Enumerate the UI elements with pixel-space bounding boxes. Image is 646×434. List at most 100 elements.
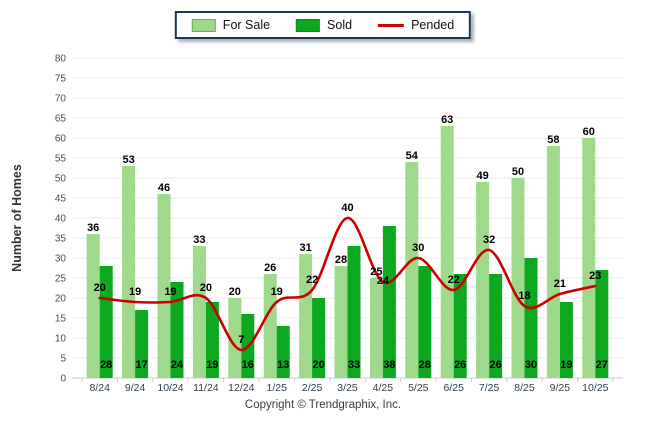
sold-value-label: 26 bbox=[454, 359, 466, 371]
legend-label-pended: Pended bbox=[411, 18, 455, 32]
x-axis-label: 8/25 bbox=[514, 382, 535, 394]
legend-label-for-sale: For Sale bbox=[222, 18, 271, 32]
bar-sold bbox=[312, 298, 326, 378]
bar-sold bbox=[595, 270, 609, 378]
pended-value-label: 21 bbox=[554, 278, 566, 290]
x-axis-label: 12/24 bbox=[228, 382, 254, 394]
for-sale-value-label: 31 bbox=[299, 242, 311, 254]
bar-sold bbox=[418, 266, 432, 378]
pended-line-icon bbox=[378, 23, 405, 27]
sold-value-label: 19 bbox=[560, 359, 572, 371]
pended-value-label: 20 bbox=[94, 282, 106, 294]
for-sale-value-label: 33 bbox=[193, 234, 205, 246]
bar-sold bbox=[135, 310, 149, 378]
sold-value-label: 28 bbox=[100, 359, 112, 371]
sold-value-label: 28 bbox=[419, 359, 431, 371]
for-sale-value-label: 28 bbox=[335, 254, 347, 266]
bar-for-sale bbox=[405, 162, 419, 378]
y-tick-label: 75 bbox=[55, 74, 67, 85]
pended-value-label: 19 bbox=[164, 286, 176, 298]
sold-value-label: 27 bbox=[596, 359, 608, 371]
bar-sold bbox=[382, 226, 396, 378]
for-sale-value-label: 49 bbox=[476, 170, 488, 182]
bar-for-sale bbox=[157, 194, 171, 378]
bar-for-sale bbox=[334, 266, 348, 378]
bar-for-sale bbox=[192, 246, 206, 378]
x-axis-label: 5/25 bbox=[408, 382, 429, 394]
legend-item-pended: Pended bbox=[378, 18, 454, 32]
y-tick-label: 50 bbox=[55, 174, 67, 185]
for-sale-value-label: 53 bbox=[122, 154, 134, 166]
y-tick-label: 5 bbox=[60, 354, 66, 365]
bar-for-sale bbox=[263, 274, 277, 378]
x-axis-label: 10/24 bbox=[157, 382, 183, 394]
bar-sold bbox=[524, 258, 538, 378]
pended-value-label: 40 bbox=[341, 202, 353, 214]
y-tick-label: 25 bbox=[55, 274, 67, 285]
chart-canvas: 0 5 10 15 20 25 30 35 40 45 50 55 60 65 70 75 80 8/24 9/24… bbox=[55, 54, 623, 394]
sold-value-label: 17 bbox=[135, 359, 147, 371]
y-tick-label: 10 bbox=[55, 334, 67, 345]
sold-value-label: 26 bbox=[489, 359, 501, 371]
legend-item-for-sale: For Sale bbox=[191, 18, 271, 32]
pended-value-label: 32 bbox=[483, 234, 495, 246]
x-axis-label: 11/24 bbox=[193, 382, 219, 394]
pended-value-label: 23 bbox=[589, 270, 601, 282]
for-sale-value-label: 20 bbox=[229, 286, 241, 298]
sold-value-label: 38 bbox=[383, 359, 395, 371]
pended-value-label: 19 bbox=[129, 286, 141, 298]
pended-value-label: 22 bbox=[448, 274, 460, 286]
bar-sold bbox=[205, 302, 219, 378]
sold-value-label: 13 bbox=[277, 359, 289, 371]
legend-item-sold: Sold bbox=[296, 18, 352, 32]
bar-for-sale bbox=[511, 178, 525, 378]
pended-value-label: 7 bbox=[238, 334, 244, 346]
x-axis-label: 7/25 bbox=[479, 382, 500, 394]
bar-for-sale bbox=[546, 146, 560, 378]
y-tick-label: 80 bbox=[55, 54, 67, 65]
y-tick-label: 35 bbox=[55, 234, 67, 245]
bar-for-sale bbox=[228, 298, 242, 378]
sold-value-label: 16 bbox=[242, 359, 254, 371]
x-axis-label: 6/25 bbox=[443, 382, 464, 394]
for-sale-value-label: 63 bbox=[441, 114, 453, 126]
y-tick-label: 15 bbox=[55, 314, 67, 325]
pended-value-label: 18 bbox=[518, 290, 530, 302]
bar-sold bbox=[347, 246, 361, 378]
x-axis-label: 1/25 bbox=[266, 382, 287, 394]
for-sale-value-label: 36 bbox=[87, 222, 99, 234]
sold-value-label: 19 bbox=[206, 359, 218, 371]
bar-for-sale bbox=[582, 138, 596, 378]
for-sale-value-label: 46 bbox=[158, 182, 170, 194]
bar-sold bbox=[559, 302, 573, 378]
x-axis-label: 3/25 bbox=[337, 382, 358, 394]
bar-for-sale bbox=[440, 126, 454, 378]
pended-value-label: 22 bbox=[306, 274, 318, 286]
y-tick-label: 30 bbox=[55, 254, 67, 265]
sold-swatch-icon bbox=[296, 18, 321, 32]
y-tick-label: 0 bbox=[60, 374, 66, 385]
bar-sold bbox=[276, 326, 290, 378]
sold-value-label: 33 bbox=[348, 359, 360, 371]
x-axis-label: 8/24 bbox=[89, 382, 110, 394]
bar-for-sale bbox=[122, 166, 136, 378]
bar-sold bbox=[99, 266, 113, 378]
y-tick-label: 55 bbox=[55, 154, 67, 165]
x-axis-label: 9/25 bbox=[550, 382, 571, 394]
x-axis-label: 4/25 bbox=[373, 382, 394, 394]
x-axis-label: 2/25 bbox=[302, 382, 323, 394]
sold-value-label: 24 bbox=[171, 359, 184, 371]
y-tick-label: 60 bbox=[55, 134, 67, 145]
bar-sold bbox=[489, 274, 503, 378]
bar-sold bbox=[453, 274, 467, 378]
pended-line bbox=[98, 216, 597, 352]
pended-value-label: 20 bbox=[200, 282, 212, 294]
y-tick-label: 65 bbox=[55, 114, 67, 125]
pended-value-label: 19 bbox=[271, 286, 283, 298]
y-tick-label: 45 bbox=[55, 194, 67, 205]
for-sale-value-label: 26 bbox=[264, 262, 276, 274]
y-tick-label: 20 bbox=[55, 294, 67, 305]
sold-value-label: 20 bbox=[312, 359, 324, 371]
sold-value-label: 30 bbox=[525, 359, 537, 371]
